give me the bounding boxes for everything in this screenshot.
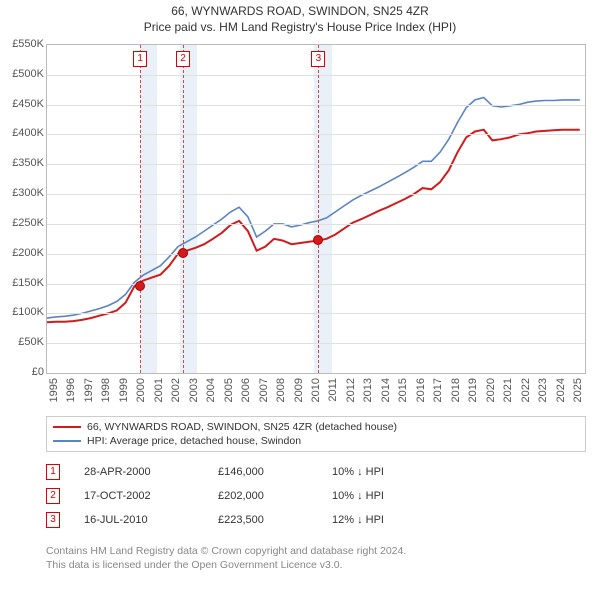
x-axis-label: 2025 — [572, 378, 584, 418]
x-axis-label: 1996 — [65, 378, 77, 418]
legend-label: 66, WYNWARDS ROAD, SWINDON, SN25 4ZR (de… — [87, 421, 397, 433]
event-row: 3 16-JUL-2010 £223,500 12% ↓ HPI — [46, 508, 586, 532]
x-axis-label: 2007 — [258, 378, 270, 418]
x-axis-label: 2011 — [327, 378, 339, 418]
chart-plot-area: 1 2 3 — [46, 44, 586, 374]
footer-line: Contains HM Land Registry data © Crown c… — [46, 545, 586, 559]
legend-item: 66, WYNWARDS ROAD, SWINDON, SN25 4ZR (de… — [53, 420, 579, 434]
legend-swatch — [53, 440, 81, 442]
x-axis-label: 2005 — [223, 378, 235, 418]
x-axis-label: 2017 — [432, 378, 444, 418]
x-axis-label: 1997 — [83, 378, 95, 418]
x-axis-label: 2003 — [188, 378, 200, 418]
x-axis-label: 1995 — [48, 378, 60, 418]
x-axis-label: 1999 — [118, 378, 130, 418]
data-point-marker — [313, 235, 323, 245]
legend-item: HPI: Average price, detached house, Swin… — [53, 434, 579, 448]
event-row: 1 28-APR-2000 £146,000 10% ↓ HPI — [46, 460, 586, 484]
x-axis-label: 2004 — [205, 378, 217, 418]
x-axis-label: 2012 — [345, 378, 357, 418]
title-address: 66, WYNWARDS ROAD, SWINDON, SN25 4ZR — [0, 4, 600, 20]
chart-event-marker: 3 — [311, 51, 325, 67]
x-axis-label: 2009 — [293, 378, 305, 418]
title-subtitle: Price paid vs. HM Land Registry's House … — [0, 20, 600, 36]
legend: 66, WYNWARDS ROAD, SWINDON, SN25 4ZR (de… — [46, 416, 586, 452]
y-axis-label: £0 — [2, 366, 44, 378]
event-row: 2 17-OCT-2002 £202,000 10% ↓ HPI — [46, 484, 586, 508]
x-axis-label: 2002 — [170, 378, 182, 418]
y-axis-label: £450K — [2, 98, 44, 110]
event-price: £223,500 — [218, 514, 308, 526]
chart-event-marker: 2 — [176, 51, 190, 67]
x-axis-label: 2006 — [240, 378, 252, 418]
x-axis-label: 2021 — [502, 378, 514, 418]
event-delta: 10% ↓ HPI — [332, 466, 384, 478]
x-axis-label: 2015 — [397, 378, 409, 418]
x-axis-label: 2010 — [310, 378, 322, 418]
footer: Contains HM Land Registry data © Crown c… — [46, 545, 586, 572]
events-table: 1 28-APR-2000 £146,000 10% ↓ HPI 2 17-OC… — [46, 460, 586, 532]
event-delta: 10% ↓ HPI — [332, 490, 384, 502]
chart-svg — [47, 45, 585, 373]
event-date: 17-OCT-2002 — [84, 490, 194, 502]
y-axis-label: £300K — [2, 187, 44, 199]
x-axis-label: 2022 — [520, 378, 532, 418]
event-price: £202,000 — [218, 490, 308, 502]
x-axis-label: 2020 — [485, 378, 497, 418]
event-marker-icon: 3 — [46, 512, 60, 528]
legend-label: HPI: Average price, detached house, Swin… — [87, 435, 301, 447]
x-axis-label: 1998 — [100, 378, 112, 418]
x-axis-label: 2023 — [537, 378, 549, 418]
x-axis-label: 2018 — [450, 378, 462, 418]
y-axis-label: £250K — [2, 217, 44, 229]
data-point-marker — [178, 248, 188, 258]
y-axis-label: £550K — [2, 38, 44, 50]
event-price: £146,000 — [218, 466, 308, 478]
data-point-marker — [135, 281, 145, 291]
y-axis-label: £50K — [2, 336, 44, 348]
legend-swatch — [53, 426, 81, 428]
x-axis-label: 2008 — [275, 378, 287, 418]
x-axis-label: 2016 — [415, 378, 427, 418]
x-axis-label: 2013 — [362, 378, 374, 418]
y-axis-label: £400K — [2, 127, 44, 139]
x-axis-label: 2000 — [135, 378, 147, 418]
titles: 66, WYNWARDS ROAD, SWINDON, SN25 4ZR Pri… — [0, 0, 600, 35]
event-date: 16-JUL-2010 — [84, 514, 194, 526]
y-axis-label: £100K — [2, 306, 44, 318]
x-axis-label: 2019 — [467, 378, 479, 418]
x-axis-label: 2024 — [555, 378, 567, 418]
event-date: 28-APR-2000 — [84, 466, 194, 478]
figure: 66, WYNWARDS ROAD, SWINDON, SN25 4ZR Pri… — [0, 0, 600, 590]
footer-line: This data is licensed under the Open Gov… — [46, 559, 586, 573]
y-axis-label: £150K — [2, 277, 44, 289]
event-delta: 12% ↓ HPI — [332, 514, 384, 526]
y-axis-label: £500K — [2, 68, 44, 80]
event-marker-icon: 2 — [46, 488, 60, 504]
y-axis-label: £200K — [2, 247, 44, 259]
chart-series-blue — [47, 98, 580, 319]
x-axis-label: 2001 — [153, 378, 165, 418]
x-axis-label: 2014 — [380, 378, 392, 418]
event-marker-icon: 1 — [46, 464, 60, 480]
y-axis-label: £350K — [2, 157, 44, 169]
chart-event-marker: 1 — [133, 51, 147, 67]
